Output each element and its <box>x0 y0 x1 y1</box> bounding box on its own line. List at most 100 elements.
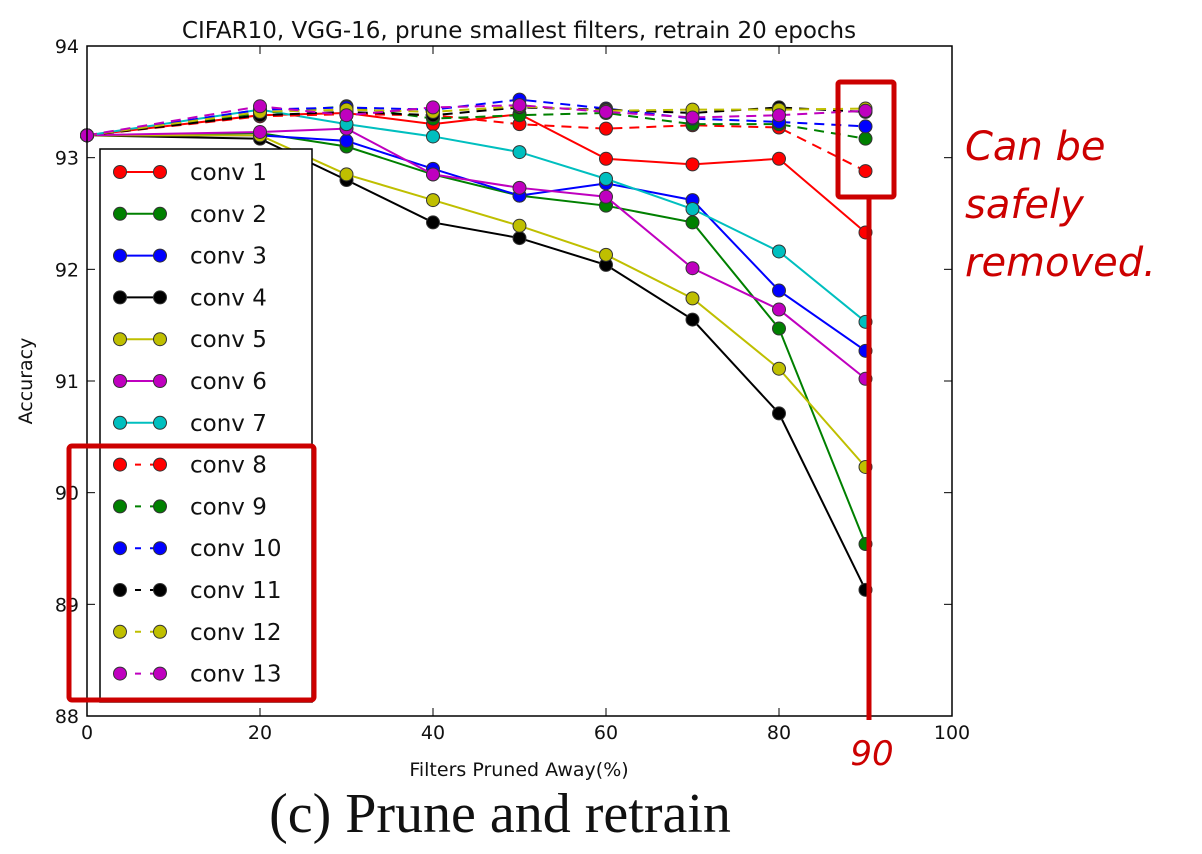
data-point <box>253 124 267 139</box>
legend-entry: conv 13 <box>113 662 281 688</box>
legend-marker <box>113 583 127 597</box>
data-point <box>772 108 786 123</box>
legend-marker <box>113 165 127 179</box>
x-axis-label: Filters Pruned Away(%) <box>409 759 628 780</box>
legend-label: conv 2 <box>190 202 267 228</box>
legend-marker <box>113 332 127 347</box>
data-point <box>858 164 873 179</box>
data-point <box>772 244 786 259</box>
dashed-series-highlight-box <box>66 443 317 703</box>
data-point <box>426 167 440 182</box>
data-point <box>685 157 700 172</box>
data-point <box>858 131 873 146</box>
legend-box <box>99 148 313 703</box>
annotation-note-line: Can be <box>965 124 1106 170</box>
legend-marker <box>153 666 167 681</box>
data-point <box>512 98 527 113</box>
data-point <box>599 121 613 136</box>
legend-marker <box>153 541 167 556</box>
x-tick-label: 100 <box>934 722 970 744</box>
legend-marker <box>113 415 127 430</box>
data-point <box>512 180 527 195</box>
legend-marker <box>153 165 167 179</box>
annotation-90-label: 90 <box>850 734 893 774</box>
legend-marker <box>113 499 127 514</box>
data-point <box>685 110 700 125</box>
data-point <box>339 108 354 123</box>
data-point <box>772 361 786 376</box>
data-point <box>599 171 613 186</box>
data-point <box>339 167 354 182</box>
annotation-note-line: safely <box>965 182 1085 228</box>
x-tick-label: 20 <box>248 722 272 744</box>
annotation: 90 Can be safely removed. <box>66 79 1156 774</box>
legend-entry: conv 4 <box>113 285 267 311</box>
legend-label: conv 7 <box>190 411 267 437</box>
data-point <box>772 302 786 317</box>
legend: conv 1 conv 2 conv 3 conv 4 conv 5 conv 6 conv… <box>99 148 313 703</box>
series-conv-13 <box>80 98 873 143</box>
data-point <box>253 99 267 114</box>
legend-label: conv 3 <box>190 244 267 270</box>
y-tick-label: 88 <box>55 706 79 728</box>
legend-entry: conv 1 <box>113 160 267 186</box>
data-point <box>512 218 527 233</box>
legend-entry: conv 8 <box>113 453 267 479</box>
data-point <box>772 151 786 166</box>
legend-entry: conv 10 <box>113 536 281 562</box>
data-point <box>512 231 527 246</box>
legend-entry: conv 12 <box>113 620 281 646</box>
legend-entry: conv 2 <box>113 202 267 228</box>
data-point <box>599 151 613 166</box>
legend-marker <box>113 248 127 263</box>
data-point <box>339 133 354 148</box>
legend-label: conv 6 <box>190 369 267 395</box>
data-point <box>772 283 786 298</box>
legend-label: conv 13 <box>190 662 281 688</box>
y-axis-label: Accuracy <box>15 338 37 425</box>
data-point <box>858 103 873 118</box>
legend-marker <box>113 290 127 305</box>
legend-marker <box>153 290 167 305</box>
data-point <box>599 104 613 119</box>
legend-marker <box>153 415 167 430</box>
legend-entry: conv 9 <box>113 494 267 520</box>
legend-entry: conv 11 <box>113 578 281 604</box>
y-tick-label: 94 <box>55 36 79 58</box>
legend-marker <box>113 374 127 388</box>
legend-label: conv 9 <box>190 494 267 520</box>
legend-marker <box>153 457 167 472</box>
legend-marker <box>113 624 127 639</box>
annotation-note-line: removed. <box>965 240 1156 286</box>
data-point <box>858 119 873 134</box>
legend-entry: conv 3 <box>113 244 267 270</box>
x-tick-label: 60 <box>594 722 618 744</box>
y-tick-label: 91 <box>55 371 79 393</box>
data-point <box>599 189 613 204</box>
legend-marker <box>153 499 167 514</box>
chart-title: CIFAR10, VGG-16, prune smallest filters,… <box>182 18 856 44</box>
legend-label: conv 8 <box>190 453 267 479</box>
legend-label: conv 11 <box>190 578 281 604</box>
data-point <box>426 129 440 144</box>
data-point <box>426 193 440 208</box>
highlight-box-90 <box>835 79 897 200</box>
legend-marker <box>113 457 127 472</box>
data-point <box>426 215 440 230</box>
data-point <box>685 312 700 327</box>
legend-label: conv 10 <box>190 536 281 562</box>
legend-label: conv 5 <box>190 327 267 353</box>
data-point <box>685 202 700 217</box>
legend-entry: conv 7 <box>113 411 267 437</box>
series-line <box>86 104 866 137</box>
data-point <box>685 215 700 230</box>
legend-entry: conv 6 <box>113 369 267 395</box>
legend-marker <box>113 206 127 221</box>
x-tick-label: 0 <box>81 722 93 744</box>
legend-entry: conv 5 <box>113 327 267 353</box>
data-point <box>685 261 700 276</box>
legend-marker <box>153 583 167 597</box>
legend-marker <box>153 248 167 263</box>
data-point <box>426 100 440 115</box>
legend-marker <box>153 624 167 639</box>
